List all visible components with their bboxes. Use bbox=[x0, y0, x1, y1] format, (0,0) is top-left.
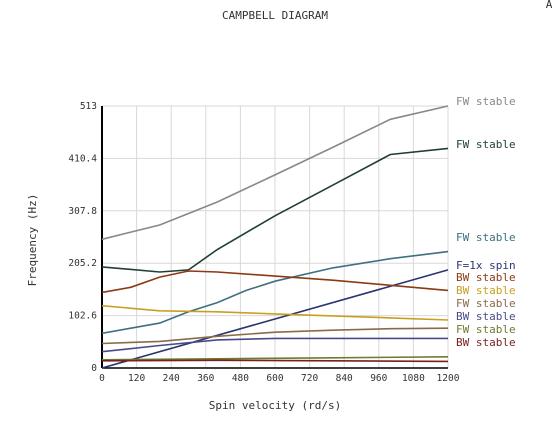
series-line bbox=[101, 105, 449, 241]
chart-title: CAMPBELL DIAGRAM bbox=[222, 9, 328, 22]
corner-mark: A bbox=[546, 0, 553, 11]
series-lines bbox=[101, 105, 449, 369]
x-tick-label: 840 bbox=[336, 373, 353, 384]
legend-entry: FW stable bbox=[456, 95, 516, 108]
x-tick-label: 1200 bbox=[437, 373, 460, 384]
series-line bbox=[101, 356, 449, 361]
series-line bbox=[101, 337, 448, 353]
legend-entry: FW stable bbox=[456, 231, 516, 244]
x-tick-label: 120 bbox=[128, 373, 145, 384]
x-tick-label: 360 bbox=[197, 373, 214, 384]
x-tick-label: 1080 bbox=[402, 373, 425, 384]
x-tick-label: 0 bbox=[99, 373, 105, 384]
y-tick-label: 0 bbox=[91, 363, 97, 374]
series-line bbox=[101, 359, 449, 363]
tick-labels: 0 120 240 360 480 600 720 840 960 1080 1200 0 102.6 2… bbox=[68, 101, 459, 384]
x-axis-label: Spin velocity (rd/s) bbox=[209, 399, 341, 412]
axes bbox=[101, 106, 448, 369]
legend-entry: BW stable bbox=[456, 271, 516, 284]
series-line bbox=[101, 270, 449, 294]
series-line bbox=[101, 147, 449, 273]
x-tick-label: 720 bbox=[301, 373, 318, 384]
x-tick-label: 960 bbox=[370, 373, 387, 384]
series-line bbox=[101, 327, 449, 345]
y-tick-label: 307.8 bbox=[68, 206, 97, 217]
x-tick-label: 600 bbox=[266, 373, 283, 384]
y-tick-label: 410.4 bbox=[68, 153, 97, 164]
y-tick-label: 102.6 bbox=[68, 311, 97, 322]
legend-entry: BW stable bbox=[456, 336, 516, 349]
series-line bbox=[101, 269, 449, 369]
x-tick-label: 240 bbox=[163, 373, 180, 384]
x-tick-label: 480 bbox=[232, 373, 249, 384]
y-axis-label: Frequency (Hz) bbox=[26, 194, 39, 287]
y-tick-label: 205.2 bbox=[68, 258, 97, 269]
legend-entry: BW stable bbox=[456, 284, 516, 297]
legend-entry: FW stable bbox=[456, 138, 516, 151]
legend-entry: BW stable bbox=[456, 310, 516, 323]
legend-entry: FW stable bbox=[456, 297, 516, 310]
series-line bbox=[101, 304, 449, 321]
y-tick-label: 513 bbox=[80, 101, 97, 112]
series-line bbox=[101, 250, 449, 335]
legend-entry: F=1x spin bbox=[456, 259, 516, 272]
legend-entry: FW stable bbox=[456, 323, 516, 336]
